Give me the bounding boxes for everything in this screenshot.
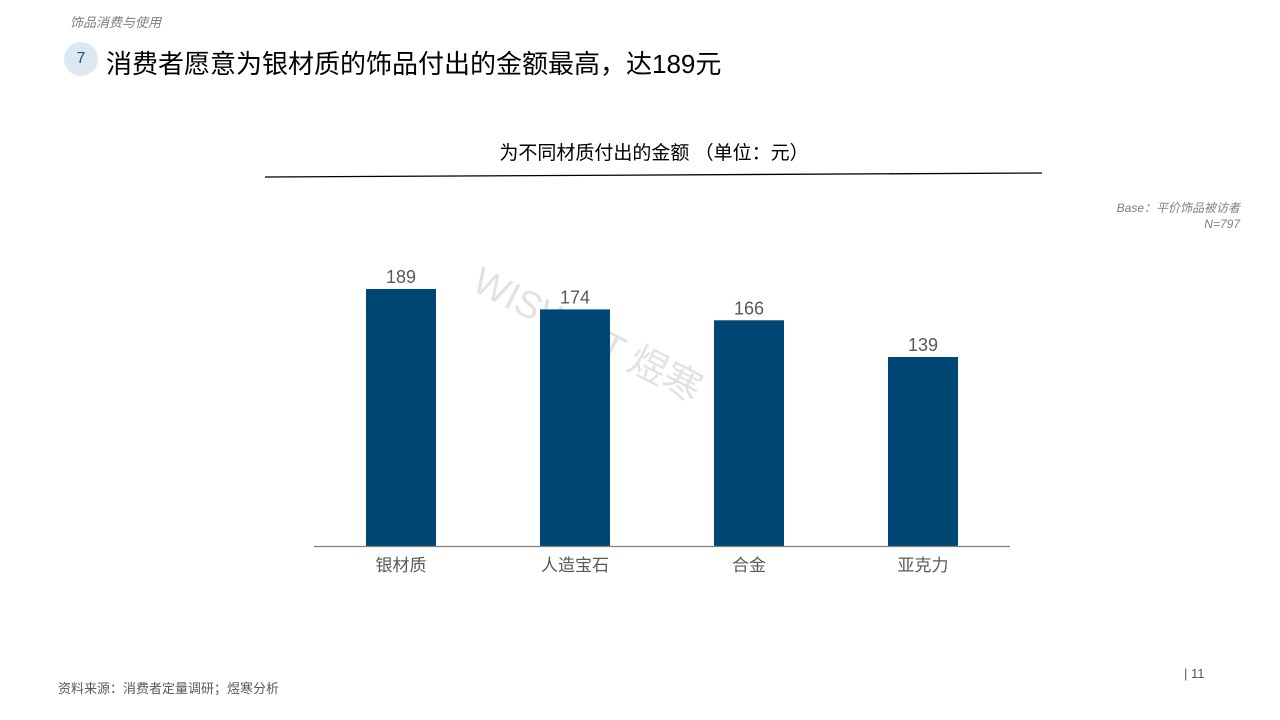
bar-2 [714,320,784,546]
base-note-sample-size: N=797 [1204,217,1240,231]
category-label-2: 合金 [732,556,766,576]
chart-title: 为不同材质付出的金额 （单位：元） [499,143,809,164]
data-label-1: 174 [560,287,590,307]
category-label-1: 人造宝石 [541,556,609,576]
category-label-0: 银材质 [376,556,427,576]
slide-number-badge: 7 [64,42,98,76]
chart-title-rule [264,172,1043,178]
bar-1 [540,309,610,546]
data-label-3: 139 [908,335,938,355]
bar-3 [888,356,958,546]
data-label-0: 189 [386,267,416,287]
bar-0 [366,289,436,546]
category-label-3: 亚克力 [898,556,949,576]
data-label-2: 166 [734,298,764,318]
section-label: 饰品消费与使用 [70,15,162,30]
base-note: Base：平价饰品被访者 N=797 [1117,200,1240,232]
page-title: 消费者愿意为银材质的饰品付出的金额最高，达189元 [106,49,722,79]
footer-source: 资料来源：消费者定量调研；煜寒分析 [58,681,280,696]
page-number: | 11 [1184,666,1205,681]
base-note-respondents: Base：平价饰品被访者 [1116,201,1240,215]
